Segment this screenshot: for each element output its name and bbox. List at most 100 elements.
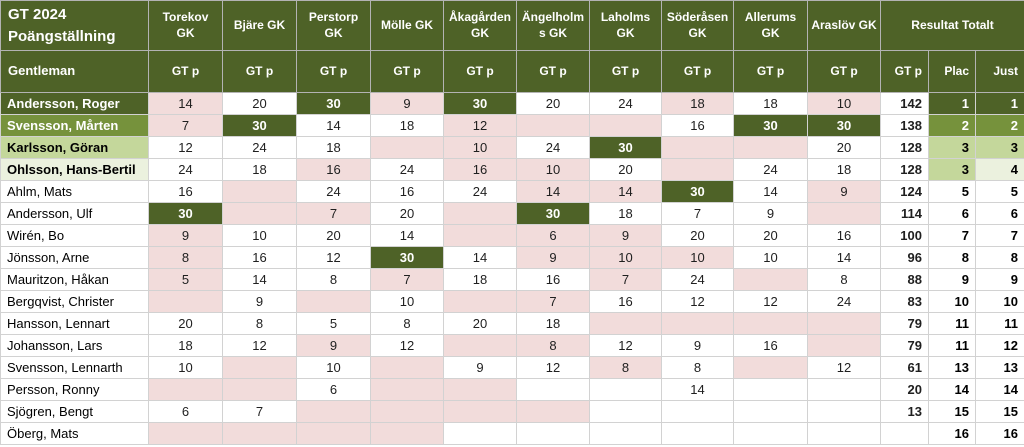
club-points-header[interactable]: GT p <box>589 50 662 93</box>
score-cell[interactable]: 14 <box>222 268 297 291</box>
score-cell[interactable]: 8 <box>370 312 444 335</box>
score-cell[interactable]: 30 <box>370 246 444 269</box>
club-header[interactable]: Ängelholm s GK <box>516 0 590 51</box>
score-cell[interactable]: 24 <box>370 158 444 181</box>
score-cell[interactable]: 9 <box>807 180 881 203</box>
score-cell[interactable]: 20 <box>222 92 297 115</box>
score-cell[interactable]: 20 <box>516 92 590 115</box>
score-cell[interactable]: 14 <box>661 378 734 401</box>
club-header[interactable]: Perstorp GK <box>296 0 371 51</box>
score-cell[interactable]: 9 <box>222 290 297 313</box>
score-cell[interactable]: 10 <box>222 224 297 247</box>
total-points-cell[interactable]: 79 <box>880 334 929 357</box>
score-cell[interactable]: 16 <box>222 246 297 269</box>
score-cell[interactable]: 16 <box>733 334 808 357</box>
adjusted-placement-cell[interactable]: 11 <box>974 312 1024 335</box>
placement-cell[interactable]: 10 <box>928 290 976 313</box>
club-points-header[interactable]: GT p <box>516 50 590 93</box>
score-cell[interactable]: 8 <box>807 268 881 291</box>
score-cell[interactable]: 24 <box>807 290 881 313</box>
score-cell[interactable] <box>296 290 371 313</box>
score-cell[interactable]: 16 <box>443 158 517 181</box>
score-cell[interactable]: 16 <box>370 180 444 203</box>
score-cell[interactable]: 12 <box>661 290 734 313</box>
total-points-cell[interactable]: 79 <box>880 312 929 335</box>
player-name-cell[interactable]: Karlsson, Göran <box>0 136 149 159</box>
club-points-header[interactable]: GT p <box>148 50 223 93</box>
score-cell[interactable]: 10 <box>370 290 444 313</box>
placement-cell[interactable]: 9 <box>928 268 976 291</box>
score-cell[interactable] <box>370 378 444 401</box>
adjusted-placement-cell[interactable]: 16 <box>974 422 1024 445</box>
score-cell[interactable]: 20 <box>807 136 881 159</box>
score-cell[interactable] <box>443 334 517 357</box>
score-cell[interactable] <box>589 312 662 335</box>
adjusted-placement-cell[interactable]: 2 <box>974 114 1024 137</box>
score-cell[interactable]: 30 <box>807 114 881 137</box>
score-cell[interactable] <box>296 422 371 445</box>
score-cell[interactable]: 7 <box>370 268 444 291</box>
score-cell[interactable] <box>733 378 808 401</box>
adjusted-placement-cell[interactable]: 12 <box>974 334 1024 357</box>
score-cell[interactable]: 20 <box>296 224 371 247</box>
adjusted-placement-cell[interactable]: 5 <box>974 180 1024 203</box>
player-name-cell[interactable]: Jönsson, Arne <box>0 246 149 269</box>
club-points-header[interactable]: GT p <box>733 50 808 93</box>
score-cell[interactable]: 18 <box>443 268 517 291</box>
player-name-cell[interactable]: Wirén, Bo <box>0 224 149 247</box>
score-cell[interactable]: 24 <box>222 136 297 159</box>
player-name-cell[interactable]: Andersson, Roger <box>0 92 149 115</box>
score-cell[interactable] <box>370 136 444 159</box>
club-header[interactable]: Araslöv GK <box>807 0 881 51</box>
score-cell[interactable]: 30 <box>733 114 808 137</box>
score-cell[interactable]: 12 <box>589 334 662 357</box>
score-cell[interactable] <box>733 422 808 445</box>
score-cell[interactable] <box>148 378 223 401</box>
club-points-header[interactable]: GT p <box>661 50 734 93</box>
club-points-header[interactable]: GT p <box>370 50 444 93</box>
placement-cell[interactable]: 15 <box>928 400 976 423</box>
club-header[interactable]: Laholms GK <box>589 0 662 51</box>
club-header[interactable]: Bjäre GK <box>222 0 297 51</box>
total-points-cell[interactable]: 138 <box>880 114 929 137</box>
score-cell[interactable]: 18 <box>222 158 297 181</box>
score-cell[interactable]: 6 <box>516 224 590 247</box>
score-cell[interactable]: 18 <box>589 202 662 225</box>
total-points-cell[interactable]: 128 <box>880 158 929 181</box>
score-cell[interactable]: 30 <box>222 114 297 137</box>
score-cell[interactable] <box>733 400 808 423</box>
score-cell[interactable]: 24 <box>516 136 590 159</box>
score-cell[interactable]: 10 <box>589 246 662 269</box>
category-label[interactable]: Gentleman <box>0 50 149 93</box>
total-points-cell[interactable]: 61 <box>880 356 929 379</box>
score-cell[interactable]: 20 <box>443 312 517 335</box>
score-cell[interactable]: 18 <box>148 334 223 357</box>
adjusted-placement-cell[interactable]: 7 <box>974 224 1024 247</box>
score-cell[interactable] <box>807 400 881 423</box>
score-cell[interactable]: 16 <box>807 224 881 247</box>
score-cell[interactable]: 10 <box>148 356 223 379</box>
score-cell[interactable]: 5 <box>148 268 223 291</box>
score-cell[interactable]: 14 <box>733 180 808 203</box>
total-points-cell[interactable] <box>880 422 929 445</box>
score-cell[interactable]: 20 <box>733 224 808 247</box>
score-cell[interactable]: 9 <box>370 92 444 115</box>
placement-cell[interactable]: 2 <box>928 114 976 137</box>
score-cell[interactable] <box>222 356 297 379</box>
score-cell[interactable] <box>443 202 517 225</box>
club-header[interactable]: Torekov GK <box>148 0 223 51</box>
score-cell[interactable]: 9 <box>589 224 662 247</box>
placement-cell[interactable]: 6 <box>928 202 976 225</box>
score-cell[interactable] <box>516 400 590 423</box>
score-cell[interactable] <box>733 268 808 291</box>
club-points-header[interactable]: GT p <box>222 50 297 93</box>
score-cell[interactable] <box>589 378 662 401</box>
player-name-cell[interactable]: Bergqvist, Christer <box>0 290 149 313</box>
score-cell[interactable]: 6 <box>148 400 223 423</box>
score-cell[interactable]: 12 <box>443 114 517 137</box>
score-cell[interactable]: 9 <box>443 356 517 379</box>
score-cell[interactable] <box>370 422 444 445</box>
adjusted-header[interactable]: Just <box>974 50 1024 93</box>
score-cell[interactable]: 30 <box>443 92 517 115</box>
score-cell[interactable]: 14 <box>589 180 662 203</box>
